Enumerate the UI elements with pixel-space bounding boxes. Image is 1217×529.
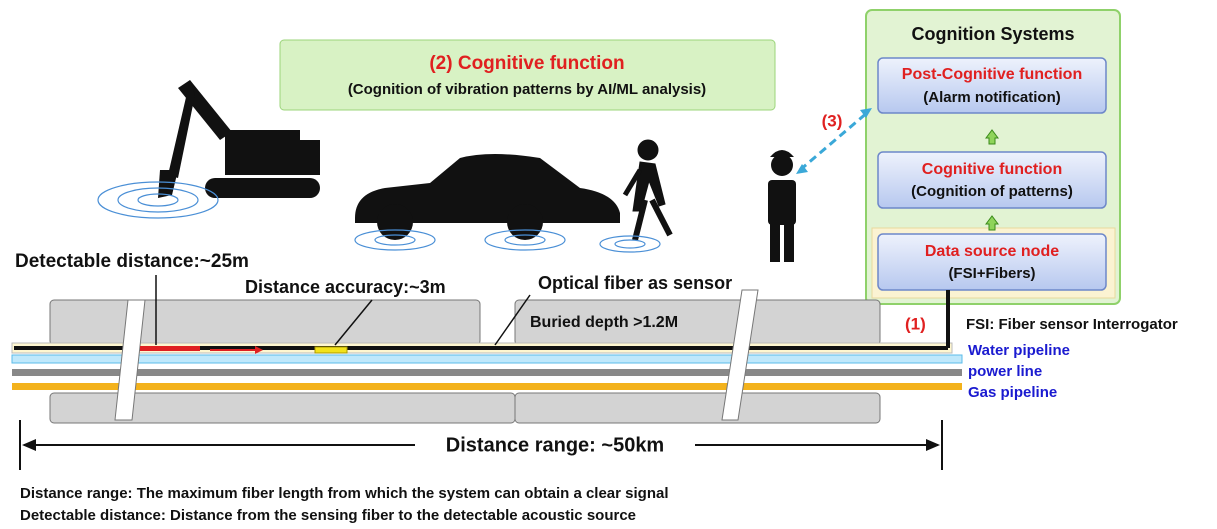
line-label: Water pipeline [968, 342, 1070, 359]
node-detail: (FSI+Fibers) [948, 265, 1035, 282]
line-label: power line [968, 363, 1042, 380]
fiber-label: Optical fiber as sensor [538, 273, 732, 293]
step-marker: (3) [822, 111, 843, 130]
ripples [354, 229, 566, 251]
node-detail: (Cognition of patterns) [911, 183, 1073, 200]
node-label: Post-Cognitive function [902, 66, 1082, 83]
gas-pipe [12, 383, 962, 390]
node-detail: (Alarm notification) [923, 89, 1061, 106]
line-label: Gas pipeline [968, 384, 1057, 401]
walker-icon [622, 139, 673, 241]
pointer [334, 299, 373, 346]
excavator-icon [158, 80, 320, 198]
power-line [12, 369, 962, 376]
car-icon [355, 154, 620, 240]
accuracy-window [314, 346, 348, 354]
step-marker: (1) [905, 314, 926, 333]
footnote: Detectable distance: Distance from the s… [20, 507, 636, 524]
banner-box [279, 39, 776, 111]
vibration-signal [140, 346, 263, 354]
ripples [97, 181, 219, 219]
banner-subtitle: (Cognition of vibration patterns by AI/M… [348, 81, 706, 98]
ground-block [49, 299, 881, 424]
depth-label: Buried depth >1.2M [530, 314, 678, 331]
detectable-label: Detectable distance:~25m [15, 251, 249, 272]
footnote: Distance range: The maximum fiber length… [20, 485, 669, 502]
range-label: Distance range: ~50km [446, 434, 664, 456]
wireless-link [799, 110, 869, 172]
ripples [599, 235, 661, 253]
node-box [877, 57, 1107, 291]
node-label: Data source node [925, 243, 1059, 260]
pointer [494, 294, 531, 346]
up-arrow [985, 129, 999, 231]
panel-title: Cognition Systems [911, 24, 1074, 44]
worker-icon [768, 150, 796, 262]
link-arrowhead [796, 108, 872, 174]
water-pipe [11, 354, 963, 364]
accuracy-label: Distance accuracy:~3m [245, 277, 446, 297]
node-label: Cognitive function [922, 161, 1062, 178]
banner-title: (2) Cognitive function [429, 53, 624, 74]
break-mark [114, 289, 759, 421]
fsi-note: FSI: Fiber sensor Interrogator [966, 316, 1178, 333]
